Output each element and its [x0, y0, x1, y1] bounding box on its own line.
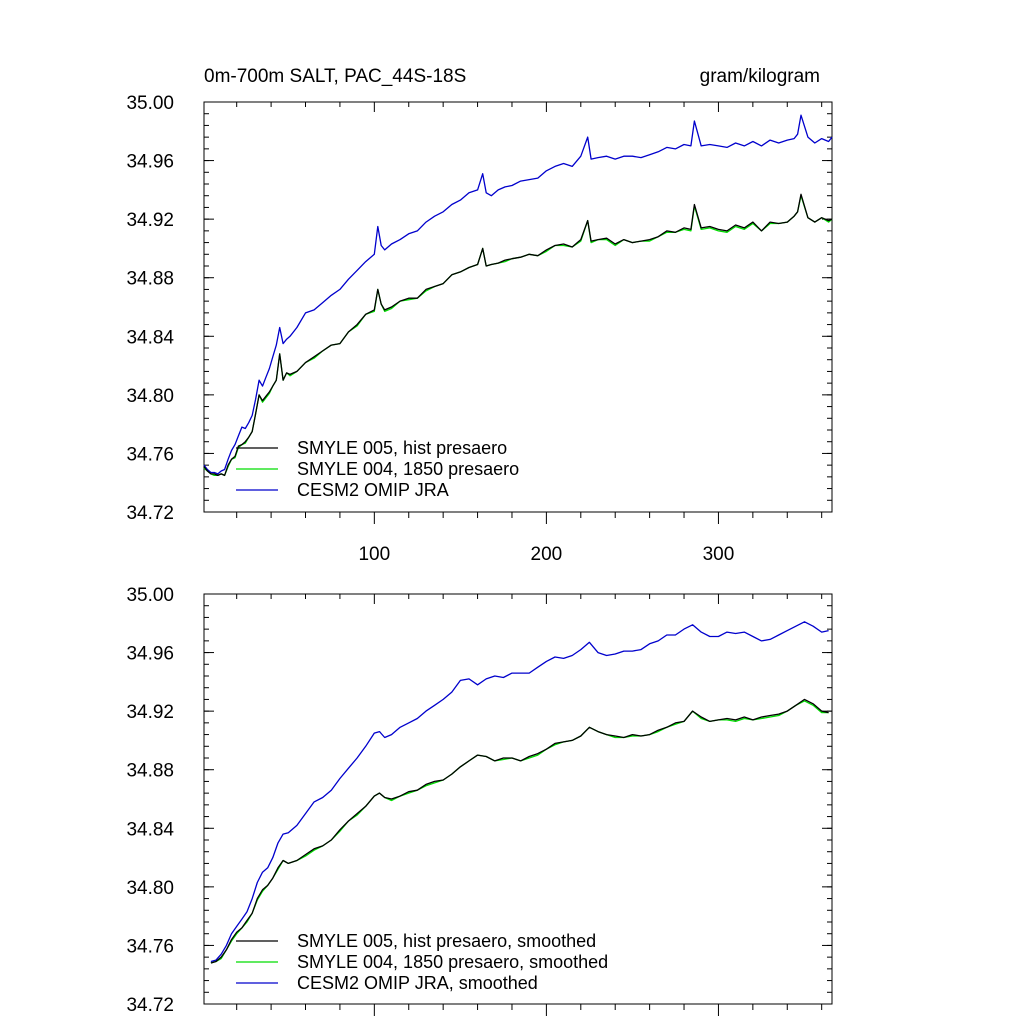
chart-title: 0m-700m SALT, PAC_44S-18S [204, 66, 466, 87]
series-line-cesm2-omip-jra [210, 621, 829, 963]
y-tick-label: 34.84 [126, 819, 174, 840]
y-tick-label: 34.72 [126, 503, 174, 524]
bottom-plot-frame [203, 593, 833, 1005]
top-y-axis: 34.72 34.76 34.80 34.84 34.88 34.92 34.96 35.00 [126, 93, 832, 524]
top-plot-frame [203, 101, 833, 513]
y-tick-label: 34.92 [126, 210, 174, 231]
y-tick-label: 34.80 [126, 878, 174, 899]
bottom-series-layer [210, 621, 829, 964]
y-tick-label: 34.72 [126, 995, 174, 1016]
y-tick-label: 34.84 [126, 327, 174, 348]
series-line-smyle-005 [210, 698, 829, 964]
bottom-legend: SMYLE 005, hist presaero, smoothedSMYLE … [236, 931, 608, 993]
y-tick-label: 34.92 [126, 702, 174, 723]
x-tick-label: 100 [358, 544, 390, 565]
series-line-smyle-004 [203, 195, 833, 477]
y-tick-label: 34.96 [126, 644, 174, 665]
legend-label: SMYLE 004, 1850 presaero [297, 459, 519, 479]
y-tick-label: 35.00 [126, 93, 174, 114]
x-tick-label: 300 [703, 544, 735, 565]
units-label: gram/kilogram [700, 66, 820, 87]
y-tick-label: 34.88 [126, 269, 174, 290]
legend-label: SMYLE 004, 1850 presaero, smoothed [297, 952, 608, 972]
y-tick-label: 35.00 [126, 585, 174, 606]
top-series-layer [203, 114, 833, 477]
y-tick-label: 34.96 [126, 152, 174, 173]
y-tick-label: 34.76 [126, 936, 174, 957]
y-tick-label: 34.80 [126, 386, 174, 407]
y-tick-label: 34.88 [126, 761, 174, 782]
legend-label: SMYLE 005, hist presaero, smoothed [297, 931, 596, 951]
bottom-y-axis: 34.72 34.76 34.80 34.84 34.88 34.92 34.96 35.00 [126, 585, 832, 1016]
series-line-smyle-005 [203, 193, 833, 477]
legend-label: SMYLE 005, hist presaero [297, 438, 507, 458]
series-line-smyle-004 [210, 700, 829, 964]
top-x-axis: 100 200 300 [236, 102, 823, 565]
x-tick-label: 200 [531, 544, 563, 565]
legend-label: CESM2 OMIP JRA [297, 480, 449, 500]
y-tick-label: 34.76 [126, 444, 174, 465]
legend-label: CESM2 OMIP JRA, smoothed [297, 973, 538, 993]
bottom-panel: 34.72 34.76 34.80 34.84 34.88 34.92 34.96 35.00… [126, 585, 833, 1016]
top-panel: 34.72 34.76 34.80 34.84 34.88 34.92 34.96 35.00… [126, 93, 833, 565]
series-line-cesm2-omip-jra [203, 114, 833, 475]
bottom-x-axis [236, 594, 823, 1016]
